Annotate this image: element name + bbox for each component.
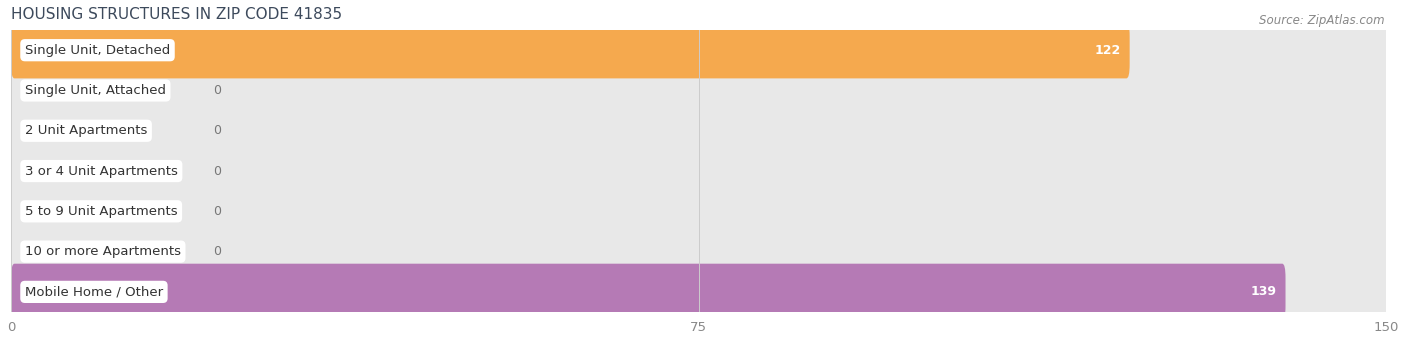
Text: 2 Unit Apartments: 2 Unit Apartments [25,124,148,137]
Text: 0: 0 [212,165,221,178]
Text: 5 to 9 Unit Apartments: 5 to 9 Unit Apartments [25,205,177,218]
FancyBboxPatch shape [11,264,1386,320]
Text: Single Unit, Attached: Single Unit, Attached [25,84,166,97]
FancyBboxPatch shape [11,22,1129,78]
FancyBboxPatch shape [11,264,1285,320]
Text: HOUSING STRUCTURES IN ZIP CODE 41835: HOUSING STRUCTURES IN ZIP CODE 41835 [11,7,342,22]
FancyBboxPatch shape [11,143,1386,199]
FancyBboxPatch shape [11,62,1386,119]
Text: 0: 0 [212,205,221,218]
Text: 3 or 4 Unit Apartments: 3 or 4 Unit Apartments [25,165,177,178]
Text: Single Unit, Detached: Single Unit, Detached [25,44,170,57]
Text: 0: 0 [212,84,221,97]
FancyBboxPatch shape [11,183,1386,239]
Text: Source: ZipAtlas.com: Source: ZipAtlas.com [1260,14,1385,27]
FancyBboxPatch shape [11,103,1386,159]
Text: 122: 122 [1094,44,1121,57]
Text: 10 or more Apartments: 10 or more Apartments [25,245,181,258]
Text: 0: 0 [212,245,221,258]
FancyBboxPatch shape [11,223,1386,280]
Text: Mobile Home / Other: Mobile Home / Other [25,285,163,298]
Text: 0: 0 [212,124,221,137]
Text: 139: 139 [1250,285,1277,298]
FancyBboxPatch shape [11,22,1386,78]
